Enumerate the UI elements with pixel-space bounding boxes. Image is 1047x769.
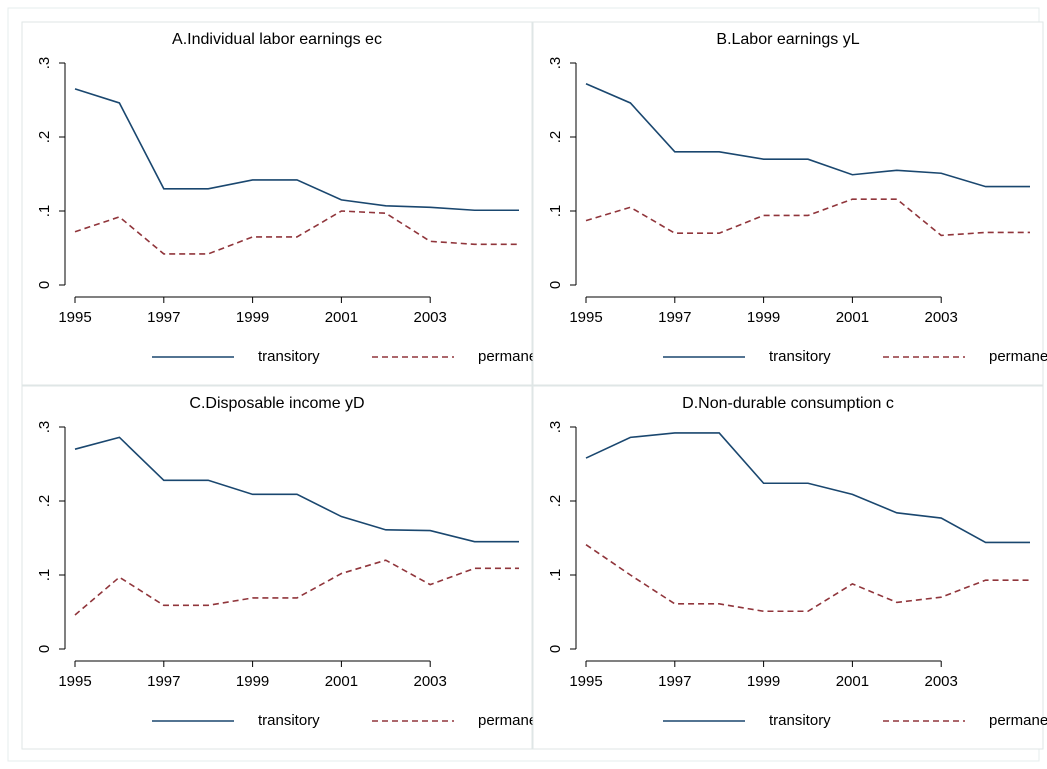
- y-tick-label: .3: [547, 421, 564, 434]
- panel-title: B.Labor earnings yL: [716, 31, 859, 48]
- x-tick-label: 2003: [414, 309, 447, 326]
- x-tick-label: 1995: [569, 309, 602, 326]
- legend-label: transitory: [769, 348, 831, 365]
- x-tick-label: 2001: [836, 309, 869, 326]
- x-tick-label: 2003: [925, 309, 958, 326]
- x-tick-label: 1997: [658, 673, 691, 690]
- panel-frame: [21, 21, 533, 386]
- series-line: [585, 543, 1030, 613]
- x-tick-label: 2003: [414, 673, 447, 690]
- panel-title: C.Disposable income yD: [189, 395, 364, 412]
- y-tick-label: .1: [36, 205, 53, 218]
- x-tick-label: 2001: [836, 673, 869, 690]
- series-line: [585, 198, 1030, 237]
- y-tick-label: .1: [547, 569, 564, 582]
- x-tick-label: 2001: [325, 309, 358, 326]
- x-tick-label: 1995: [58, 673, 91, 690]
- y-tick-label: 0: [36, 645, 53, 653]
- x-tick-label: 1999: [747, 673, 780, 690]
- legend-label: permanent: [478, 712, 551, 729]
- series-line: [74, 559, 519, 616]
- x-tick-label: 1999: [236, 673, 269, 690]
- y-tick-label: 0: [547, 645, 564, 653]
- y-tick-label: .1: [36, 569, 53, 582]
- y-tick-label: 0: [547, 281, 564, 289]
- legend-label: permanent: [989, 348, 1047, 365]
- y-tick-label: .3: [36, 57, 53, 70]
- series-line: [74, 436, 519, 543]
- legend-label: permanent: [478, 348, 551, 365]
- x-tick-label: 2003: [925, 673, 958, 690]
- panel-title: A.Individual labor earnings ec: [172, 31, 382, 48]
- series-line: [585, 432, 1030, 544]
- x-tick-label: 1995: [569, 673, 602, 690]
- panel-frame: [532, 21, 1044, 386]
- y-tick-label: .2: [547, 495, 564, 508]
- x-tick-label: 1999: [747, 309, 780, 326]
- legend-label: transitory: [258, 712, 320, 729]
- series-line: [585, 82, 1030, 188]
- panel-frame: [532, 385, 1044, 750]
- x-tick-label: 1997: [147, 673, 180, 690]
- x-tick-label: 1997: [658, 309, 691, 326]
- x-tick-label: 2001: [325, 673, 358, 690]
- x-tick-label: 1997: [147, 309, 180, 326]
- legend-label: transitory: [769, 712, 831, 729]
- y-tick-label: .1: [547, 205, 564, 218]
- y-tick-label: .2: [547, 131, 564, 144]
- panel-title: D.Non-durable consumption c: [682, 395, 894, 412]
- y-tick-label: .3: [547, 57, 564, 70]
- series-line: [74, 88, 519, 212]
- legend-label: permanent: [989, 712, 1047, 729]
- legend-label: transitory: [258, 348, 320, 365]
- x-tick-label: 1995: [58, 309, 91, 326]
- series-line: [74, 210, 519, 255]
- x-tick-label: 1999: [236, 309, 269, 326]
- y-tick-label: .2: [36, 495, 53, 508]
- y-tick-label: 0: [36, 281, 53, 289]
- panel-frame: [21, 385, 533, 750]
- y-tick-label: .2: [36, 131, 53, 144]
- y-tick-label: .3: [36, 421, 53, 434]
